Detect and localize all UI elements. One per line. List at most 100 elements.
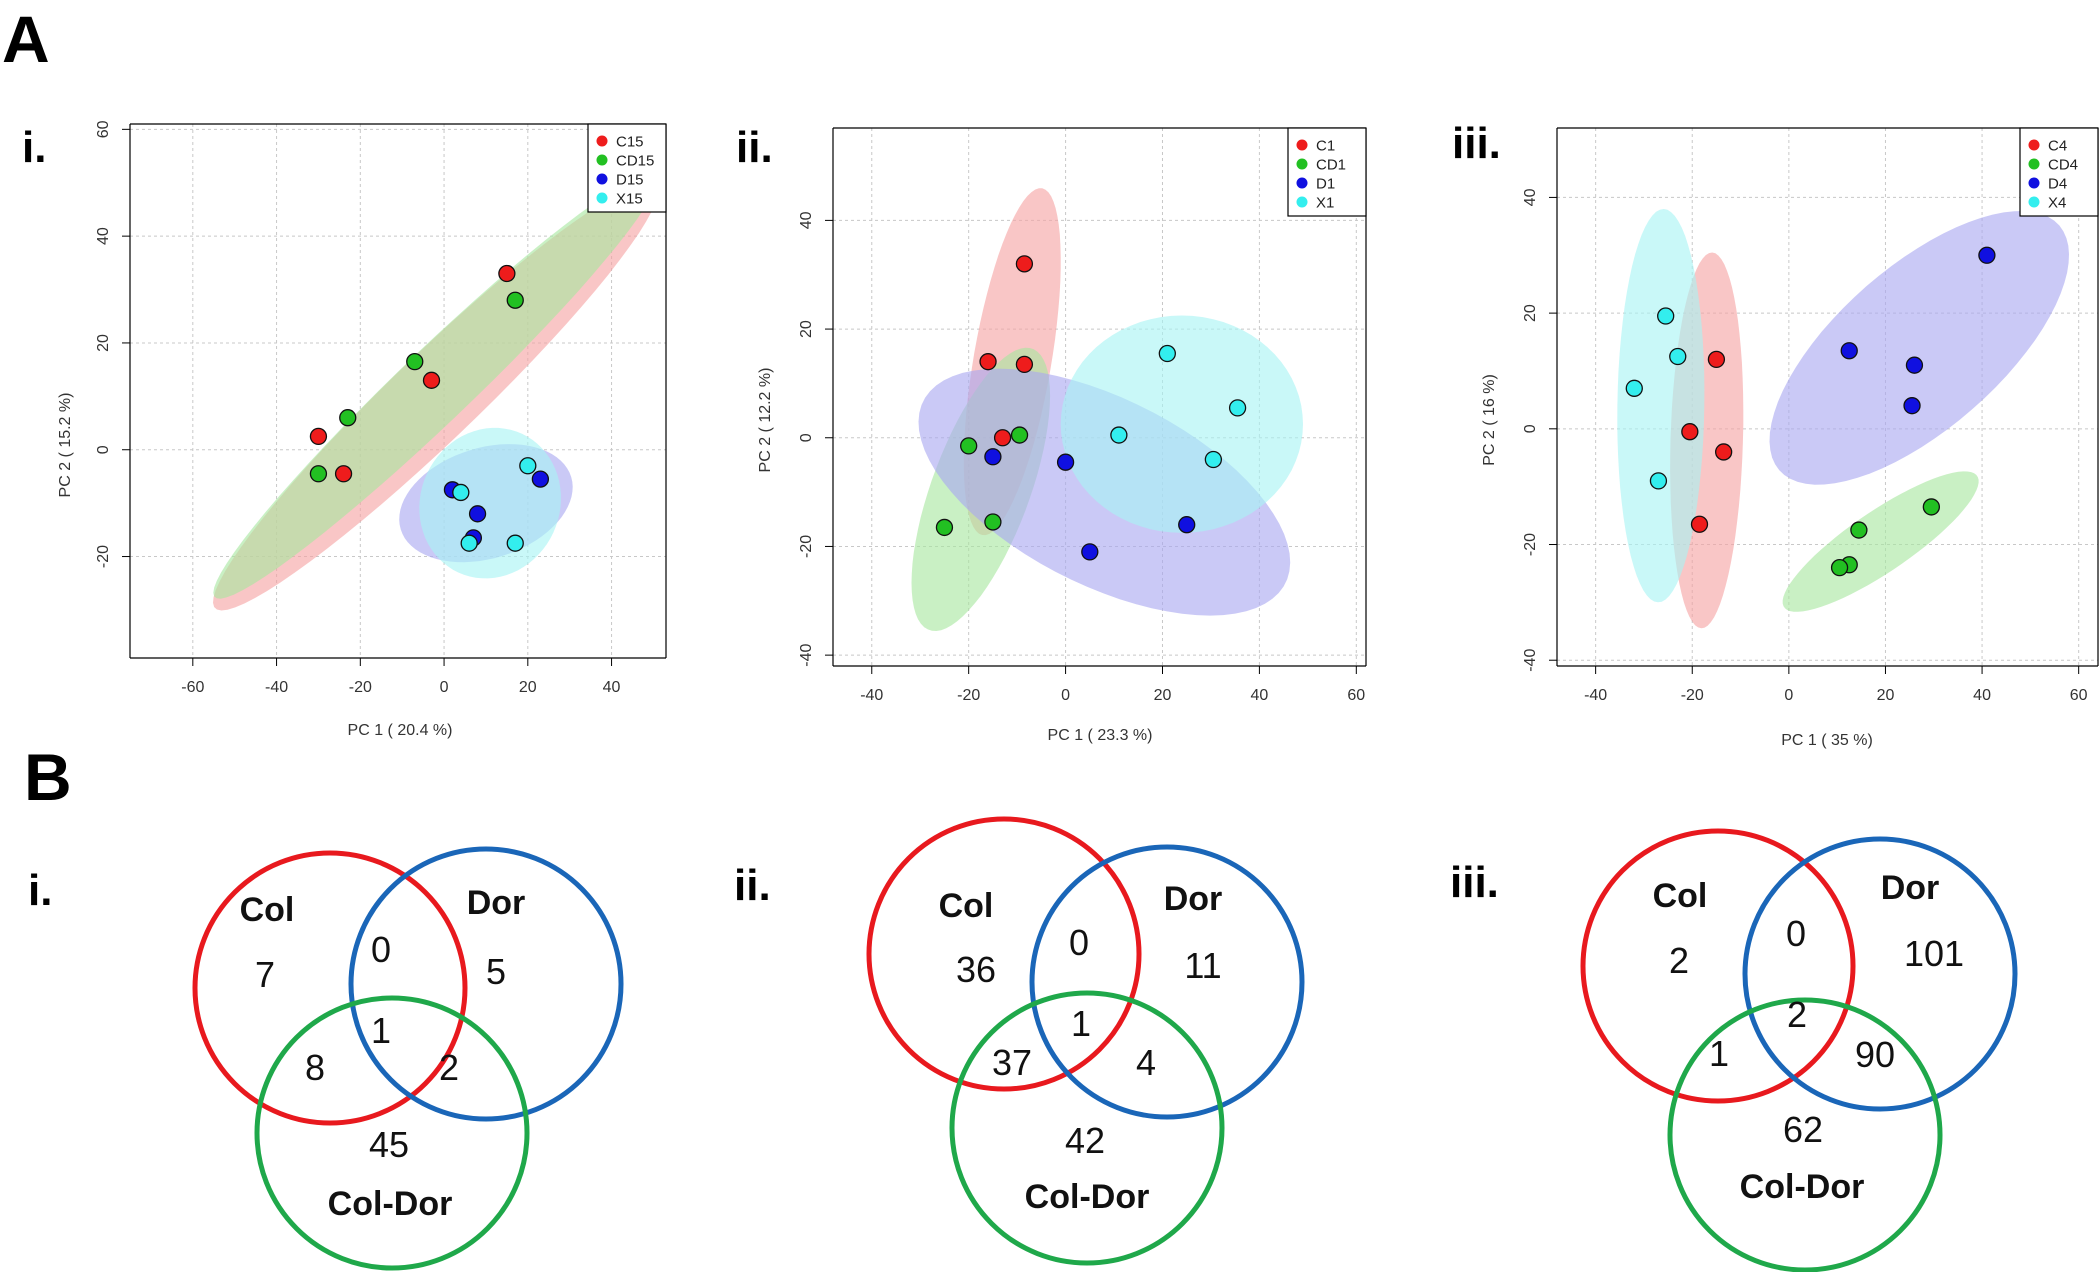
- point-c4: [1714, 443, 1733, 461]
- legend-label-x4: X4: [2048, 195, 2066, 212]
- plot-sublabel: i.: [22, 123, 46, 172]
- legend-label-cd4: CD4: [2048, 157, 2078, 174]
- legend-label-x15: X15: [616, 191, 643, 208]
- x-axis-label: PC 1 ( 23.3 %): [1048, 727, 1153, 744]
- point-d4: [1840, 342, 1858, 360]
- y-tick-label: 40: [798, 211, 815, 229]
- x-tick-label: -40: [1584, 687, 1607, 704]
- legend: C1 CD1 D1 X1: [1287, 127, 1367, 217]
- point-d15: [531, 470, 550, 488]
- legend-marker-c15: [596, 135, 608, 147]
- venn-circle-col: [192, 850, 468, 1126]
- point-x4: [1657, 307, 1675, 325]
- venn-set-label-dor: Dor: [467, 884, 526, 922]
- pca-plot-A-iii: iii. -40 -20 0 20 40 60 -40 -20 0 20 40 PC 1 ( 35 %)…: [1452, 119, 2099, 749]
- y-tick-label: 20: [798, 320, 815, 338]
- pca-plots: i. -60 -40 -20 0 20 40 -20 0 20 40 60 PC 1 ( 20.4 %)…: [22, 119, 2099, 749]
- venn-diagram-B-ii: ii. Col Dor Col-Dor 36 11 42 0 37 4 1: [734, 816, 1305, 1266]
- venn-sublabel: ii.: [734, 861, 771, 910]
- y-tick-label: 20: [1522, 304, 1539, 322]
- legend-marker-cd1: [1296, 158, 1308, 170]
- venn-count-all-three: 1: [371, 1010, 391, 1051]
- venn-count-col-coldor: 1: [1709, 1033, 1729, 1074]
- legend-label-d15: D15: [616, 172, 644, 189]
- point-c4: [1690, 515, 1709, 533]
- point-d4: [1905, 356, 1924, 374]
- legend: C15 CD15 D15 X15: [587, 123, 667, 213]
- venn-count-col-dor: 0: [371, 929, 391, 970]
- venn-count-only-coldor: 42: [1065, 1120, 1105, 1161]
- venn-count-col-dor: 0: [1069, 922, 1089, 963]
- point-x1: [1110, 426, 1128, 444]
- venn-circle-col-dor: [949, 990, 1225, 1266]
- plot-sublabel: ii.: [736, 123, 773, 172]
- venn-set-label-col-dor: Col-Dor: [1740, 1168, 1865, 1206]
- venn-circle-col: [866, 816, 1142, 1092]
- point-x4: [1649, 472, 1668, 490]
- x-tick-label: -20: [349, 679, 372, 696]
- x-tick-label: 60: [2070, 687, 2088, 704]
- point-x4: [1669, 347, 1687, 366]
- panel-label-a: A: [2, 2, 50, 76]
- point-x1: [1228, 399, 1247, 417]
- x-tick-label: 40: [603, 679, 621, 696]
- venn-count-only-col: 36: [956, 949, 996, 990]
- legend-marker-c4: [2028, 139, 2040, 151]
- x-tick-label: 60: [1347, 687, 1365, 704]
- y-axis-label: PC 2 ( 12.2 %): [757, 368, 774, 473]
- y-tick-label: 0: [95, 445, 112, 454]
- point-cd4: [1850, 521, 1868, 539]
- y-tick-label: 40: [1522, 188, 1539, 206]
- legend-marker-d4: [2028, 177, 2040, 189]
- legend-marker-x1: [1296, 196, 1308, 208]
- x-tick-label: -20: [1681, 687, 1704, 704]
- venn-count-dor-coldor: 90: [1855, 1034, 1895, 1075]
- x-tick-label: 0: [440, 679, 449, 696]
- point-d1: [1056, 453, 1075, 471]
- point-c1: [993, 429, 1012, 447]
- confidence-ellipse-cd4: [1782, 471, 1979, 612]
- venn-set-label-col: Col: [1653, 877, 1708, 915]
- y-tick-label: 60: [95, 120, 112, 138]
- point-d15: [468, 505, 487, 523]
- venn-circle-col: [1580, 828, 1856, 1104]
- point-c15: [422, 371, 441, 389]
- point-c15: [309, 427, 328, 446]
- point-x15: [519, 457, 537, 475]
- venn-diagram-B-iii: iii. Col Dor Col-Dor 2 101 62 0 1 90 2: [1450, 828, 2018, 1272]
- x-tick-label: 20: [1877, 687, 1895, 704]
- legend-marker-d15: [596, 173, 608, 185]
- x-tick-label: 20: [1154, 687, 1172, 704]
- x-tick-label: 20: [519, 679, 537, 696]
- venn-count-col-coldor: 8: [305, 1047, 325, 1088]
- point-x15: [452, 483, 470, 502]
- legend-label-d4: D4: [2048, 176, 2067, 193]
- y-tick-label: 20: [95, 334, 112, 352]
- point-d4: [1978, 246, 1996, 264]
- x-axis-label: PC 1 ( 35 %): [1781, 732, 1873, 749]
- y-tick-label: -40: [798, 643, 815, 666]
- y-tick-label: -40: [1522, 649, 1539, 672]
- panel-label-b: B: [24, 740, 72, 814]
- venn-set-label-col-dor: Col-Dor: [328, 1185, 453, 1223]
- point-d1: [1081, 543, 1099, 561]
- venn-set-label-dor: Dor: [1881, 869, 1940, 907]
- point-x1: [1204, 450, 1223, 469]
- point-c4: [1707, 350, 1726, 369]
- x-axis-label: PC 1 ( 20.4 %): [348, 722, 453, 739]
- legend-marker-x15: [596, 192, 608, 204]
- point-cd1: [984, 513, 1002, 531]
- y-tick-label: -20: [95, 545, 112, 568]
- point-x15: [460, 534, 478, 552]
- legend-label-cd1: CD1: [1316, 157, 1346, 174]
- legend-marker-cd15: [596, 154, 608, 166]
- confidence-ellipse-x4: [1617, 209, 1705, 603]
- venn-circle-col-dor: [1667, 997, 1943, 1272]
- venn-count-only-dor: 5: [486, 951, 506, 992]
- point-cd15: [339, 409, 357, 427]
- y-axis-label: PC 2 ( 15.2 %): [57, 393, 74, 498]
- x-tick-label: -40: [265, 679, 288, 696]
- point-c15: [498, 264, 516, 283]
- legend-label-c15: C15: [616, 134, 644, 151]
- venn-sublabel: iii.: [1450, 858, 1499, 907]
